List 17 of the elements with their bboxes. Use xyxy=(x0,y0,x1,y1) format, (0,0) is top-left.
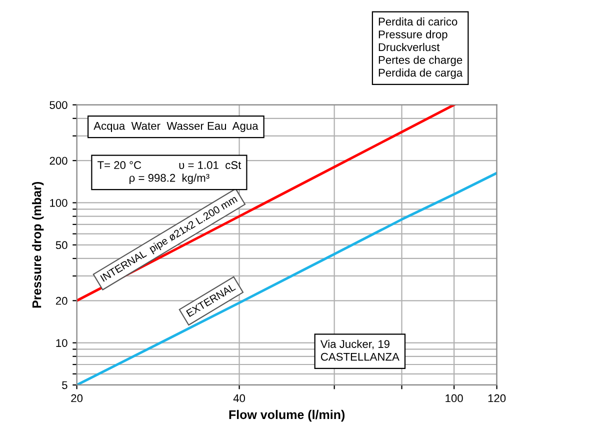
y-tick-label: 200 xyxy=(50,156,68,165)
x-tick-label: 20 xyxy=(71,394,83,402)
annotation: Via Jucker, 19 CASTELLANZA xyxy=(320,340,400,361)
y-tick-label: 10 xyxy=(56,339,68,347)
x-tick-label: 120 xyxy=(488,394,506,402)
y-tick-label: 20 xyxy=(56,296,68,305)
annotation: Acqua Water Wasser Eau Agua xyxy=(94,122,258,132)
y-tick-label: 50 xyxy=(56,241,68,250)
annotation: T= 20 °C υ = 1.01 cSt ρ = 998.2 kg/m³ xyxy=(97,161,242,184)
x-tick-label: 100 xyxy=(446,394,463,402)
y-axis-title: Pressure drop (mbar) xyxy=(32,182,44,308)
x-tick-label: 40 xyxy=(233,394,246,402)
text: Perdita di carico Pressure drop Druckverlust Pertes de charge Perdida de carga xyxy=(378,17,463,79)
y-tick-label: 100 xyxy=(50,199,68,207)
y-tick-label: 5 xyxy=(62,381,68,390)
x-axis-title: Flow volume (l/min) xyxy=(229,410,345,422)
y-tick-label: 500 xyxy=(50,101,68,109)
